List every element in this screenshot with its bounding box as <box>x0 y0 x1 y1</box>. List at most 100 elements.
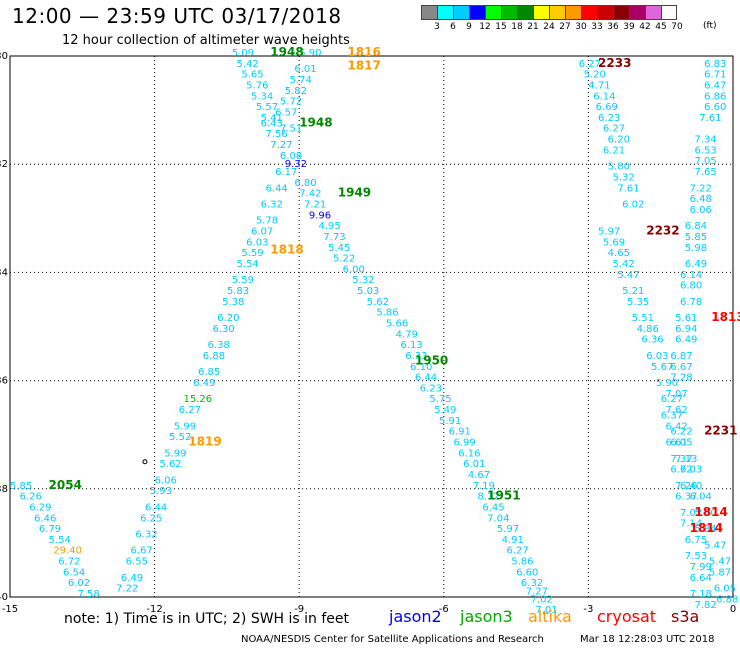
pass-time-label: 1948 <box>299 115 332 129</box>
wave-height-value: 7.51 <box>280 124 302 135</box>
wave-height-value: 6.49 <box>121 573 143 584</box>
wave-height-value: 7.22 <box>116 584 138 595</box>
wave-height-value: 6.83 <box>704 59 726 70</box>
wave-height-value: 7.53 <box>685 551 707 562</box>
wave-height-value: 5.59 <box>241 248 263 259</box>
pass-time-label: 2231 <box>704 424 737 438</box>
wave-height-value: 6.46 <box>34 513 56 524</box>
wave-height-value: 7.61 <box>617 183 639 194</box>
wave-height-value: 7.02 <box>680 508 702 519</box>
pass-time-label: 1814 <box>694 505 727 519</box>
wave-height-value: 6.32 <box>261 199 283 210</box>
wave-height-value: 6.78 <box>680 297 702 308</box>
wave-height-value: 7.05 <box>694 156 716 167</box>
wave-height-value: 5.47 <box>709 557 731 568</box>
wave-height-value: 5.42 <box>237 59 259 70</box>
latitude-label: -36 <box>0 376 8 387</box>
pass-time-label: 1816 <box>347 45 380 59</box>
wave-height-value: 7.62 <box>666 405 688 416</box>
page-subtitle: 12 hour collection of altimeter wave hei… <box>62 33 350 48</box>
scale-tick-label: 30 <box>575 22 587 32</box>
wave-height-value: 4.95 <box>318 221 340 232</box>
pass-time-label: 1950 <box>415 353 448 367</box>
wave-height-value: 6.33 <box>405 351 427 362</box>
wave-height-value: 5.93 <box>150 486 172 497</box>
wave-height-value: 6.27 <box>661 394 683 405</box>
wave-height-value: 7.22 <box>690 183 712 194</box>
wave-height-value: 7.61 <box>699 113 721 124</box>
scale-swatch <box>613 5 629 20</box>
wave-height-value: 6.25 <box>140 513 162 524</box>
wave-height-value: 6.07 <box>251 227 273 238</box>
latitude-label: -34 <box>0 267 8 278</box>
wave-height-value: 6.67 <box>131 546 153 557</box>
scale-tick-label: 33 <box>591 22 603 32</box>
scale-swatch <box>597 5 613 20</box>
wave-height-value: 6.55 <box>126 557 148 568</box>
wave-height-value: 7.73 <box>323 232 345 243</box>
wave-height-value: 5.83 <box>227 286 249 297</box>
wave-height-value: 7.34 <box>694 135 716 146</box>
wave-height-value: 5.85 <box>685 232 707 243</box>
wave-height-value: 4.71 <box>588 80 610 91</box>
wave-height-value: 6.10 <box>410 362 432 373</box>
wave-height-value: 6.86 <box>704 91 726 102</box>
wave-height-value: 5.54 <box>237 259 259 270</box>
scale-swatch <box>421 5 437 20</box>
wave-height-value: 6.16 <box>458 448 480 459</box>
scale-swatch <box>469 5 485 20</box>
wave-height-value: 6.49 <box>685 259 707 270</box>
wave-height-value: 5.42 <box>613 259 635 270</box>
wave-height-value: 5.99 <box>174 421 196 432</box>
longitude-label: -15 <box>2 604 18 615</box>
wave-height-value: 5.78 <box>256 216 278 227</box>
scale-swatch <box>501 5 517 20</box>
wave-height-value: 6.08 <box>280 151 302 162</box>
latitude-label: -32 <box>0 159 8 170</box>
wave-height-value: 5.61 <box>675 313 697 324</box>
wave-height-value: 4.79 <box>396 329 418 340</box>
wave-height-value: 5.49 <box>434 405 456 416</box>
wave-height-value: 5.90 <box>694 508 716 519</box>
wave-height-value: 4.65 <box>608 248 630 259</box>
wave-height-value: 6.80 <box>680 281 702 292</box>
wave-height-value: 6.44 <box>415 373 437 384</box>
wave-height-value: 8.12 <box>478 492 500 503</box>
wave-height-value: 6.44 <box>145 502 167 513</box>
wave-height-value: 5.84 <box>694 524 716 535</box>
wave-height-value: 5.75 <box>429 394 451 405</box>
wave-height-value: 5.62 <box>367 297 389 308</box>
wave-height-value: 6.44 <box>265 183 287 194</box>
wave-height-value: 6.45 <box>482 502 504 513</box>
pass-time-label: 1818 <box>270 242 303 256</box>
wave-height-value: 5.03 <box>357 286 379 297</box>
scale-tick-label: 15 <box>495 22 507 32</box>
scale-tick-label: 39 <box>623 22 635 32</box>
wave-height-value: 7.02 <box>531 594 553 605</box>
wave-height-value: 6.17 <box>275 167 297 178</box>
wave-height-value: 4.91 <box>502 535 524 546</box>
wave-height-value: 6.03 <box>246 237 268 248</box>
pass-time-label: 1819 <box>188 435 221 449</box>
wave-height-value: 5.85 <box>10 481 32 492</box>
wave-height-value: 6.61 <box>666 438 688 449</box>
scale-swatch <box>581 5 597 20</box>
scale-swatch <box>565 5 581 20</box>
wave-height-value: 6.29 <box>29 502 51 513</box>
wave-height-value: 6.14 <box>680 270 702 281</box>
scale-tick-label: 45 <box>655 22 667 32</box>
pass-time-label: 1948 <box>270 45 303 59</box>
wave-height-value: 5.62 <box>159 459 181 470</box>
scale-tick-label: 36 <box>607 22 619 32</box>
wave-height-value: 7.37 <box>670 454 692 465</box>
wave-height-value: 5.54 <box>49 535 71 546</box>
wave-height-value: 6.79 <box>39 524 61 535</box>
legend-s3a: s3a <box>671 607 700 626</box>
wave-height-value: 6.21 <box>603 145 625 156</box>
scale-tick-label: 9 <box>466 22 472 32</box>
island-marker <box>142 459 148 465</box>
page-title: 12:00 — 23:59 UTC 03/17/2018 <box>12 4 342 28</box>
wave-height-value: 5.86 <box>511 557 533 568</box>
scale-tick-label: 70 <box>671 22 683 32</box>
wave-height-value: 5.97 <box>497 524 519 535</box>
